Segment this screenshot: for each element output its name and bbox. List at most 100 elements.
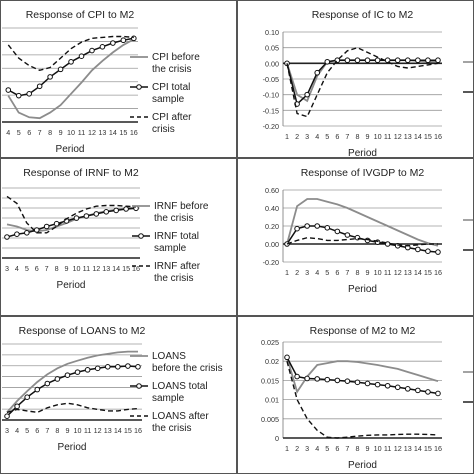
x-tick-label: 12 — [394, 268, 402, 277]
data-point — [425, 389, 431, 395]
legend-marker — [136, 84, 142, 90]
x-tick-label: 11 — [384, 132, 391, 141]
y-tick-label: 0.40 — [265, 204, 279, 213]
chart-panel: Response of M2 to M2 0.025 0.02 0.015 0.01 0.… — [237, 316, 474, 474]
x-tick-label: 13 — [98, 128, 106, 137]
chart-panel: Response of IRNF to M23 4 5 6 7 8 9 10 11 12 13 14 1… — [0, 158, 237, 316]
x-tick-label: 15 — [119, 128, 127, 137]
data-point — [34, 386, 41, 393]
panel-border — [0, 0, 237, 158]
data-point — [4, 234, 10, 240]
y-tick-label: 0 — [275, 434, 279, 443]
data-point — [15, 92, 22, 99]
data-point — [334, 377, 341, 384]
y-tick-label: -0.05 — [263, 75, 279, 84]
y-tick-label: 0.005 — [261, 415, 279, 424]
y-tick-label: -0.20 — [263, 258, 279, 267]
panel-border — [0, 158, 237, 316]
series-line — [7, 35, 134, 72]
data-point — [120, 37, 127, 44]
data-point — [394, 57, 401, 64]
x-tick-label: 14 — [112, 264, 120, 273]
x-tick-label: 15 — [122, 264, 130, 273]
data-point — [103, 209, 110, 215]
x-tick-label: 6 — [35, 264, 39, 273]
data-point — [314, 376, 321, 382]
y-tick-label: 0.00 — [265, 240, 279, 249]
data-point — [344, 378, 351, 384]
y-tick-label: 0.05 — [265, 44, 279, 53]
data-point — [435, 249, 441, 255]
x-tick-label: 12 — [394, 444, 402, 453]
x-tick-label: 14 — [414, 268, 422, 277]
x-tick-label: 10 — [74, 426, 82, 435]
x-tick-label: 14 — [414, 132, 422, 141]
data-point — [394, 384, 401, 391]
y-tick-label: 0.025 — [261, 338, 279, 347]
data-point — [94, 365, 101, 372]
x-tick-label: 6 — [335, 268, 339, 277]
series-line — [286, 361, 439, 439]
data-point — [314, 223, 321, 229]
legend-label: IRNF before the crisis — [154, 201, 209, 224]
x-tick-label: 5 — [325, 444, 329, 453]
x-tick-label: 15 — [424, 268, 432, 277]
chart-title: Response of IC to M2 — [312, 9, 414, 21]
chart-title: Response of LOANS to M2 — [19, 325, 146, 337]
data-point — [284, 354, 290, 361]
x-tick-label: 4 — [15, 426, 19, 435]
x-tick-label: 9 — [366, 268, 370, 277]
x-tick-label: 8 — [48, 128, 52, 137]
data-point — [24, 230, 30, 236]
x-tick-label: 3 — [5, 264, 9, 273]
x-tick-label: 14 — [114, 426, 122, 435]
x-tick-label: 8 — [55, 426, 59, 435]
x-tick-label: 12 — [94, 426, 102, 435]
x-axis-label: Period — [348, 148, 377, 159]
data-point — [5, 87, 12, 93]
data-point — [425, 248, 431, 254]
x-tick-label: 10 — [67, 128, 75, 137]
data-point — [26, 91, 33, 97]
x-tick-label: 4 — [315, 444, 319, 453]
x-tick-label: 4 — [15, 264, 19, 273]
x-tick-label: 1 — [285, 444, 289, 453]
data-point — [36, 83, 43, 90]
x-tick-label: 8 — [55, 264, 59, 273]
data-point — [294, 373, 300, 380]
y-tick-label: 0.01 — [265, 396, 279, 405]
data-point — [294, 225, 300, 232]
legend-label: CPI after crisis — [152, 112, 192, 135]
x-tick-label: 13 — [404, 132, 412, 141]
data-point — [68, 59, 74, 65]
x-tick-label: 14 — [414, 444, 422, 453]
data-point — [33, 227, 40, 233]
y-tick-label: 0.015 — [261, 376, 279, 385]
chart-title: Response of CPI to M2 — [26, 9, 135, 21]
x-tick-label: 4 — [6, 128, 10, 137]
data-point — [354, 379, 361, 386]
data-point — [344, 232, 351, 238]
x-tick-label: 11 — [384, 268, 391, 277]
x-tick-label: 12 — [394, 132, 402, 141]
x-tick-label: 15 — [424, 132, 432, 141]
series-line — [6, 195, 137, 234]
data-point — [324, 58, 331, 65]
x-tick-label: 13 — [404, 268, 412, 277]
x-tick-label: 6 — [335, 444, 339, 453]
x-tick-label: 6 — [335, 132, 339, 141]
series-line — [286, 357, 439, 395]
legend-label: LOANS before the crisis — [152, 351, 223, 374]
y-tick-label: -0.20 — [263, 122, 279, 131]
data-point — [415, 57, 421, 64]
series-line — [7, 38, 135, 120]
x-tick-label: 16 — [130, 128, 138, 137]
data-point — [324, 225, 331, 231]
x-tick-label: 14 — [109, 128, 117, 137]
x-tick-label: 13 — [104, 426, 112, 435]
x-tick-label: 16 — [434, 268, 442, 277]
x-tick-label: 1 — [285, 132, 289, 141]
x-tick-label: 15 — [424, 444, 432, 453]
y-tick-label: 0.20 — [265, 222, 279, 231]
series-line — [6, 350, 138, 413]
